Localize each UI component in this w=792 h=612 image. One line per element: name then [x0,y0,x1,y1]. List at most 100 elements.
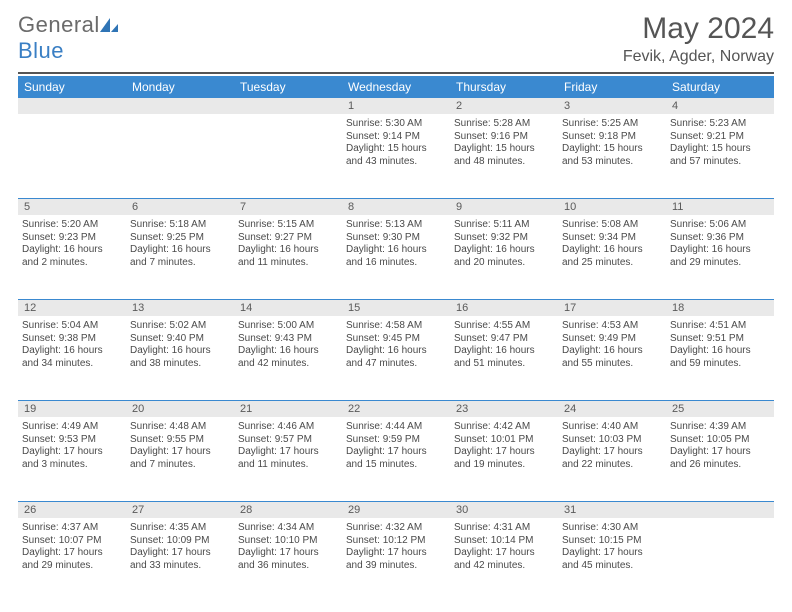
day-cell: Sunrise: 5:00 AMSunset: 9:43 PMDaylight:… [234,316,342,400]
sunrise-text: Sunrise: 5:30 AM [346,118,446,131]
sunrise-text: Sunrise: 4:49 AM [22,421,122,434]
day-number: 25 [666,401,774,417]
sunset-text: Sunset: 10:10 PM [238,535,338,548]
sunset-text: Sunset: 10:12 PM [346,535,446,548]
day-header: Wednesday [342,76,450,98]
day-header: Saturday [666,76,774,98]
day-number [666,502,774,518]
sunset-text: Sunset: 9:32 PM [454,232,554,245]
sunset-text: Sunset: 9:30 PM [346,232,446,245]
daylight-text: Daylight: 16 hours and 29 minutes. [670,244,770,269]
day-cell [666,518,774,602]
day-header: Thursday [450,76,558,98]
day-number: 19 [18,401,126,417]
sunrise-text: Sunrise: 5:04 AM [22,320,122,333]
day-cell: Sunrise: 4:35 AMSunset: 10:09 PMDaylight… [126,518,234,602]
daylight-text: Daylight: 16 hours and 42 minutes. [238,345,338,370]
day-number: 8 [342,199,450,215]
sunrise-text: Sunrise: 5:11 AM [454,219,554,232]
day-cell: Sunrise: 4:42 AMSunset: 10:01 PMDaylight… [450,417,558,501]
sunrise-text: Sunrise: 4:46 AM [238,421,338,434]
day-cell: Sunrise: 5:23 AMSunset: 9:21 PMDaylight:… [666,114,774,198]
day-number: 18 [666,300,774,316]
daylight-text: Daylight: 15 hours and 43 minutes. [346,143,446,168]
day-number: 13 [126,300,234,316]
day-cell: Sunrise: 4:34 AMSunset: 10:10 PMDaylight… [234,518,342,602]
sunrise-text: Sunrise: 5:18 AM [130,219,230,232]
sunset-text: Sunset: 9:27 PM [238,232,338,245]
day-cell: Sunrise: 4:51 AMSunset: 9:51 PMDaylight:… [666,316,774,400]
daylight-text: Daylight: 16 hours and 7 minutes. [130,244,230,269]
day-number: 31 [558,502,666,518]
day-cell: Sunrise: 5:08 AMSunset: 9:34 PMDaylight:… [558,215,666,299]
header: General Blue May 2024 Fevik, Agder, Norw… [18,12,774,66]
day-number: 30 [450,502,558,518]
sunset-text: Sunset: 9:25 PM [130,232,230,245]
day-number: 29 [342,502,450,518]
day-cell: Sunrise: 4:40 AMSunset: 10:03 PMDaylight… [558,417,666,501]
daylight-text: Daylight: 16 hours and 34 minutes. [22,345,122,370]
sunrise-text: Sunrise: 5:15 AM [238,219,338,232]
day-cell [126,114,234,198]
day-header: Friday [558,76,666,98]
day-header: Monday [126,76,234,98]
daylight-text: Daylight: 17 hours and 22 minutes. [562,446,662,471]
sunrise-text: Sunrise: 4:42 AM [454,421,554,434]
daylight-text: Daylight: 17 hours and 29 minutes. [22,547,122,572]
sunset-text: Sunset: 9:51 PM [670,333,770,346]
sunset-text: Sunset: 9:36 PM [670,232,770,245]
daylight-text: Daylight: 15 hours and 57 minutes. [670,143,770,168]
day-cell: Sunrise: 5:20 AMSunset: 9:23 PMDaylight:… [18,215,126,299]
sunset-text: Sunset: 10:15 PM [562,535,662,548]
day-number: 14 [234,300,342,316]
day-cell: Sunrise: 5:18 AMSunset: 9:25 PMDaylight:… [126,215,234,299]
brand-word2: Blue [18,38,64,63]
location-subtitle: Fevik, Agder, Norway [623,48,774,66]
day-number: 20 [126,401,234,417]
daylight-text: Daylight: 16 hours and 25 minutes. [562,244,662,269]
day-cell [234,114,342,198]
sunset-text: Sunset: 9:59 PM [346,434,446,447]
daylight-text: Daylight: 17 hours and 15 minutes. [346,446,446,471]
sunset-text: Sunset: 9:38 PM [22,333,122,346]
day-cell: Sunrise: 4:46 AMSunset: 9:57 PMDaylight:… [234,417,342,501]
day-cell: Sunrise: 4:49 AMSunset: 9:53 PMDaylight:… [18,417,126,501]
day-cell: Sunrise: 4:44 AMSunset: 9:59 PMDaylight:… [342,417,450,501]
daylight-text: Daylight: 16 hours and 47 minutes. [346,345,446,370]
sunset-text: Sunset: 9:23 PM [22,232,122,245]
daylight-text: Daylight: 16 hours and 11 minutes. [238,244,338,269]
sunset-text: Sunset: 10:07 PM [22,535,122,548]
day-number: 7 [234,199,342,215]
day-number: 28 [234,502,342,518]
sunrise-text: Sunrise: 4:55 AM [454,320,554,333]
day-cell: Sunrise: 4:53 AMSunset: 9:49 PMDaylight:… [558,316,666,400]
day-number: 27 [126,502,234,518]
daylight-text: Daylight: 17 hours and 45 minutes. [562,547,662,572]
daylight-text: Daylight: 17 hours and 7 minutes. [130,446,230,471]
page-title: May 2024 [623,12,774,46]
day-number: 4 [666,98,774,114]
sunrise-text: Sunrise: 5:28 AM [454,118,554,131]
sunset-text: Sunset: 10:01 PM [454,434,554,447]
sunset-text: Sunset: 10:03 PM [562,434,662,447]
day-number: 16 [450,300,558,316]
sunset-text: Sunset: 10:05 PM [670,434,770,447]
day-cell: Sunrise: 5:11 AMSunset: 9:32 PMDaylight:… [450,215,558,299]
sunrise-text: Sunrise: 5:20 AM [22,219,122,232]
sunset-text: Sunset: 9:40 PM [130,333,230,346]
day-cell: Sunrise: 5:28 AMSunset: 9:16 PMDaylight:… [450,114,558,198]
daylight-text: Daylight: 17 hours and 42 minutes. [454,547,554,572]
day-number: 21 [234,401,342,417]
sunrise-text: Sunrise: 4:30 AM [562,522,662,535]
daylight-text: Daylight: 16 hours and 59 minutes. [670,345,770,370]
day-cell: Sunrise: 5:25 AMSunset: 9:18 PMDaylight:… [558,114,666,198]
brand-word1: General [18,12,100,37]
day-number: 17 [558,300,666,316]
daylight-text: Daylight: 16 hours and 51 minutes. [454,345,554,370]
sail-icon [100,18,118,32]
day-number: 10 [558,199,666,215]
sunset-text: Sunset: 9:55 PM [130,434,230,447]
day-cell: Sunrise: 5:04 AMSunset: 9:38 PMDaylight:… [18,316,126,400]
sunset-text: Sunset: 9:16 PM [454,131,554,144]
day-cell: Sunrise: 4:30 AMSunset: 10:15 PMDaylight… [558,518,666,602]
